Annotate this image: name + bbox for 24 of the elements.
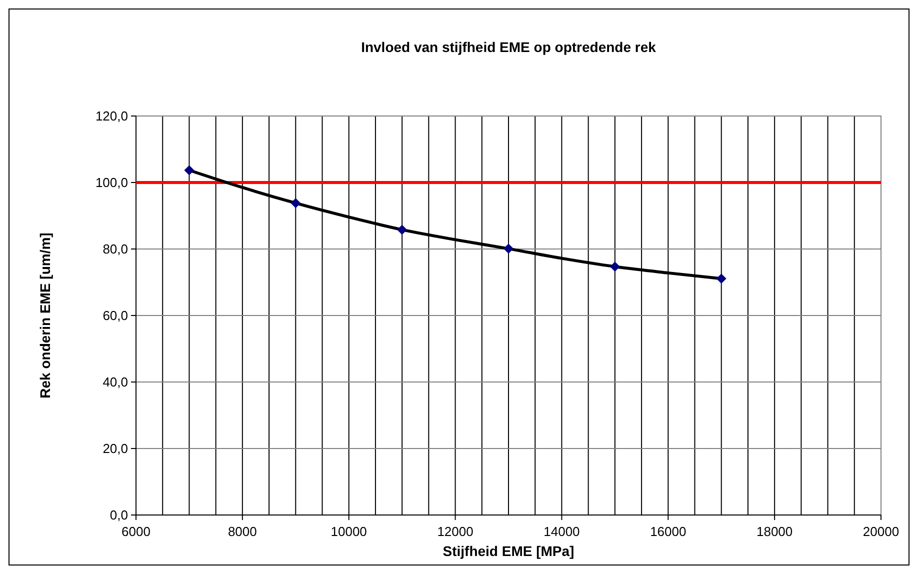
x-tick-label: 18000 [756,524,793,539]
chart-title: Invloed van stijfheid EME op optredende rek [361,39,656,55]
y-tick-label: 120,0 [95,108,128,124]
y-tick-label: 80,0 [102,242,128,257]
x-tick-label: 16000 [650,524,686,539]
x-tick-label: 14000 [544,524,580,539]
x-axis-title: Stijfheid EME [MPa] [442,543,574,559]
point [610,262,620,272]
point [184,165,194,176]
y-tick-label: 40,0 [102,374,128,390]
y-axis-title: Rek onderin EME [um/m] [37,232,53,398]
x-tick-label: 8000 [228,524,257,539]
y-tick-label: 20,0 [102,441,128,456]
x-tick-label: 10000 [330,524,367,539]
point [716,274,726,284]
y-tick-label: 0,0 [110,508,128,523]
point [504,244,514,254]
point [290,198,301,208]
x-tick-label: 20000 [862,524,900,539]
y-tick-label: 60,0 [102,308,128,324]
point [397,224,408,235]
y-tick-label: 100,0 [95,175,128,190]
x-tick-label: 6000 [122,524,150,539]
x-tick-label: 12000 [437,524,474,539]
